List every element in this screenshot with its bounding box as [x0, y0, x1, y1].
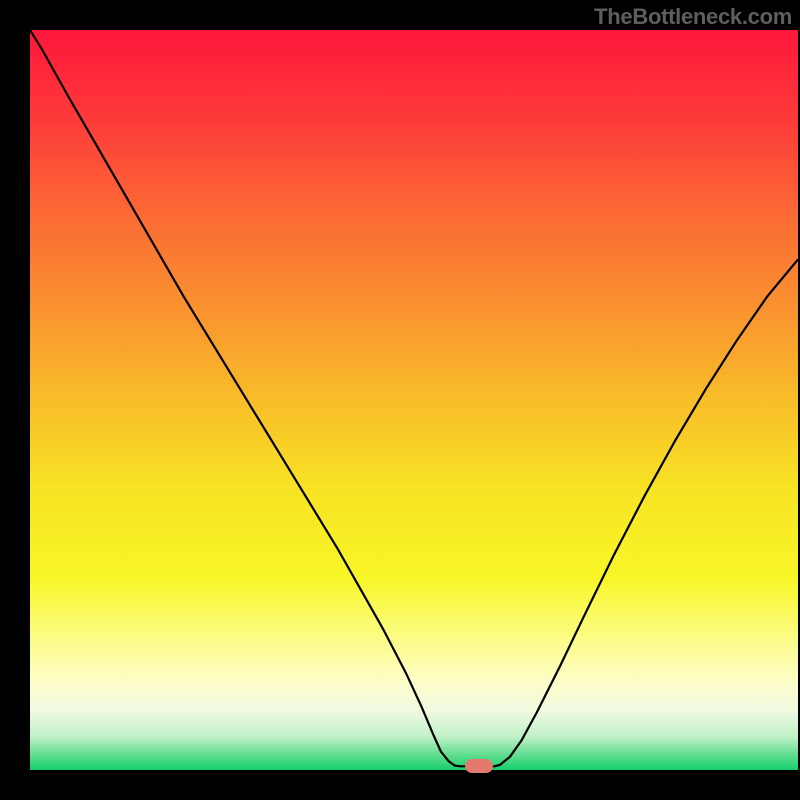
- optimal-point-marker: [465, 759, 493, 773]
- chart-frame: TheBottleneck.com: [0, 0, 800, 800]
- bottleneck-curve-layer: [30, 30, 798, 770]
- source-watermark: TheBottleneck.com: [594, 4, 792, 30]
- plot-area: [30, 30, 798, 770]
- bottleneck-curve: [30, 30, 798, 766]
